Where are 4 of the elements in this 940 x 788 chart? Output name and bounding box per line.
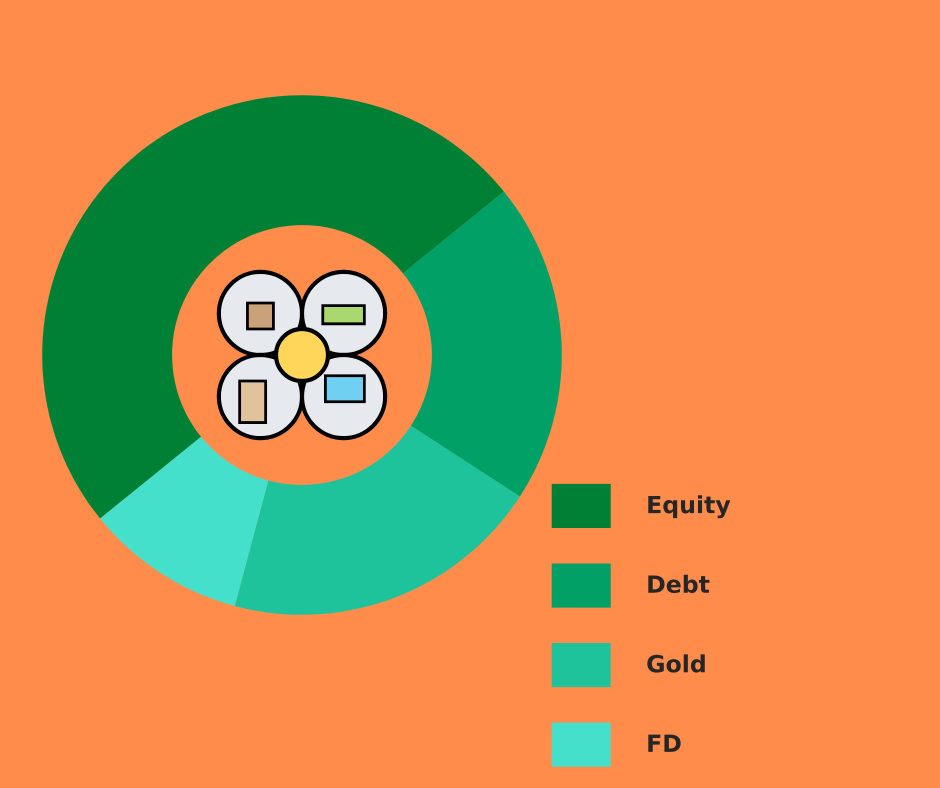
- legend-label: Gold: [647, 654, 705, 673]
- legend-label: Equity: [648, 495, 730, 518]
- legend-label: Debt: [648, 574, 710, 594]
- legend-label: FD: [648, 734, 681, 752]
